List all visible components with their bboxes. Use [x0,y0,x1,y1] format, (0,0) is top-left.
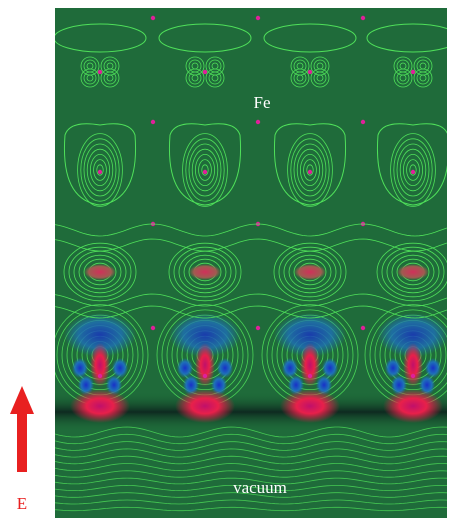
atom [256,326,260,330]
red-blob [280,389,340,423]
red-lobe [189,264,221,280]
atom [411,374,415,378]
atom [151,120,155,124]
vacuum-label: vacuum [233,478,287,497]
blue-lobe [282,358,298,378]
blue-lobe [322,358,338,378]
atom [411,70,415,74]
atom [256,16,260,20]
atom [151,326,155,330]
atom [308,170,312,174]
atom [361,326,365,330]
red-blob [383,389,443,423]
field-arrow [10,386,34,472]
blue-lobe [72,358,88,378]
blue-lobe [385,358,401,378]
atom [361,120,365,124]
plot-background [55,8,447,518]
atom [256,120,260,124]
atom [98,374,102,378]
blue-lobe [112,358,128,378]
red-column [300,343,320,387]
atom [203,170,207,174]
atom [98,170,102,174]
red-blob [175,389,235,423]
field-label: E [17,494,27,513]
fe-label: Fe [254,93,271,112]
red-blob [70,389,130,423]
atom [203,70,207,74]
red-column [195,343,215,387]
arrow-head [10,386,34,414]
atom [308,374,312,378]
atom [151,16,155,20]
arrow-shaft [17,412,27,472]
atom [98,70,102,74]
blue-lobe [217,358,233,378]
atom [411,170,415,174]
red-lobe [294,264,326,280]
blue-lobe [425,358,441,378]
page: Fe vacuum E (() => { const data = JSON.p… [0,0,459,520]
figure: Fe vacuum E [0,0,459,520]
blue-lobe [177,358,193,378]
red-lobe [84,264,116,280]
red-column [90,343,110,387]
atom [308,70,312,74]
red-lobe [397,264,429,280]
red-column [403,343,423,387]
atom [203,374,207,378]
atom [361,16,365,20]
